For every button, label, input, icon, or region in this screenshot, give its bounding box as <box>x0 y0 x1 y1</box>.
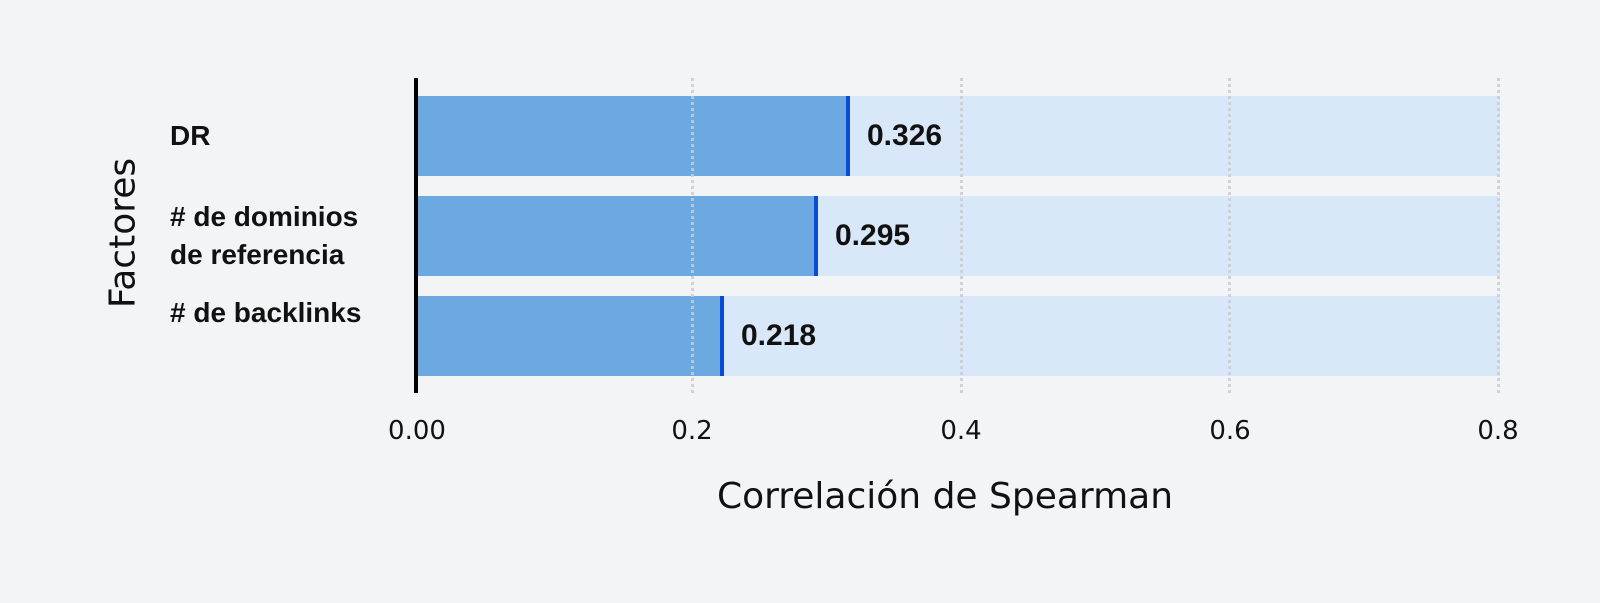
value-label-dr: 0.326 <box>867 119 943 152</box>
bar-track-backlinks: 0.218 <box>418 296 1500 376</box>
bar-backlinks <box>418 296 724 376</box>
gridline-0-2 <box>691 78 694 393</box>
x-axis-title: Correlación de Spearman <box>716 476 1174 517</box>
category-label-referring-domains: # de dominios de referencia <box>170 198 358 274</box>
category-label-line: # de dominios <box>170 201 359 232</box>
gridline-0-8 <box>1497 78 1500 393</box>
value-label-backlinks: 0.218 <box>741 319 817 352</box>
y-axis-line <box>414 78 418 393</box>
x-tick-0-4: 0.4 <box>940 416 982 446</box>
category-label-line: DR <box>170 120 211 151</box>
x-tick-0-2: 0.2 <box>671 416 713 446</box>
bar-dr <box>418 96 850 176</box>
gridline-0-6 <box>1228 78 1231 393</box>
gridline-0-4 <box>960 78 963 393</box>
category-label-backlinks: # de backlinks <box>170 294 361 332</box>
x-tick-0-6: 0.6 <box>1209 416 1251 446</box>
value-label-referring-domains: 0.295 <box>835 219 911 252</box>
x-tick-0-8: 0.8 <box>1477 416 1519 446</box>
category-label-line: # de backlinks <box>170 297 362 328</box>
x-tick-0: 0.00 <box>388 416 446 446</box>
category-label-dr: DR <box>170 117 210 155</box>
bar-track-dr: 0.326 <box>418 96 1500 176</box>
plot-area: 0.326 0.295 0.218 <box>416 78 1500 393</box>
bar-referring-domains <box>418 196 818 276</box>
category-label-line: de referencia <box>170 239 345 270</box>
bar-track-referring-domains: 0.295 <box>418 196 1500 276</box>
y-axis-title: Factores <box>102 157 144 309</box>
